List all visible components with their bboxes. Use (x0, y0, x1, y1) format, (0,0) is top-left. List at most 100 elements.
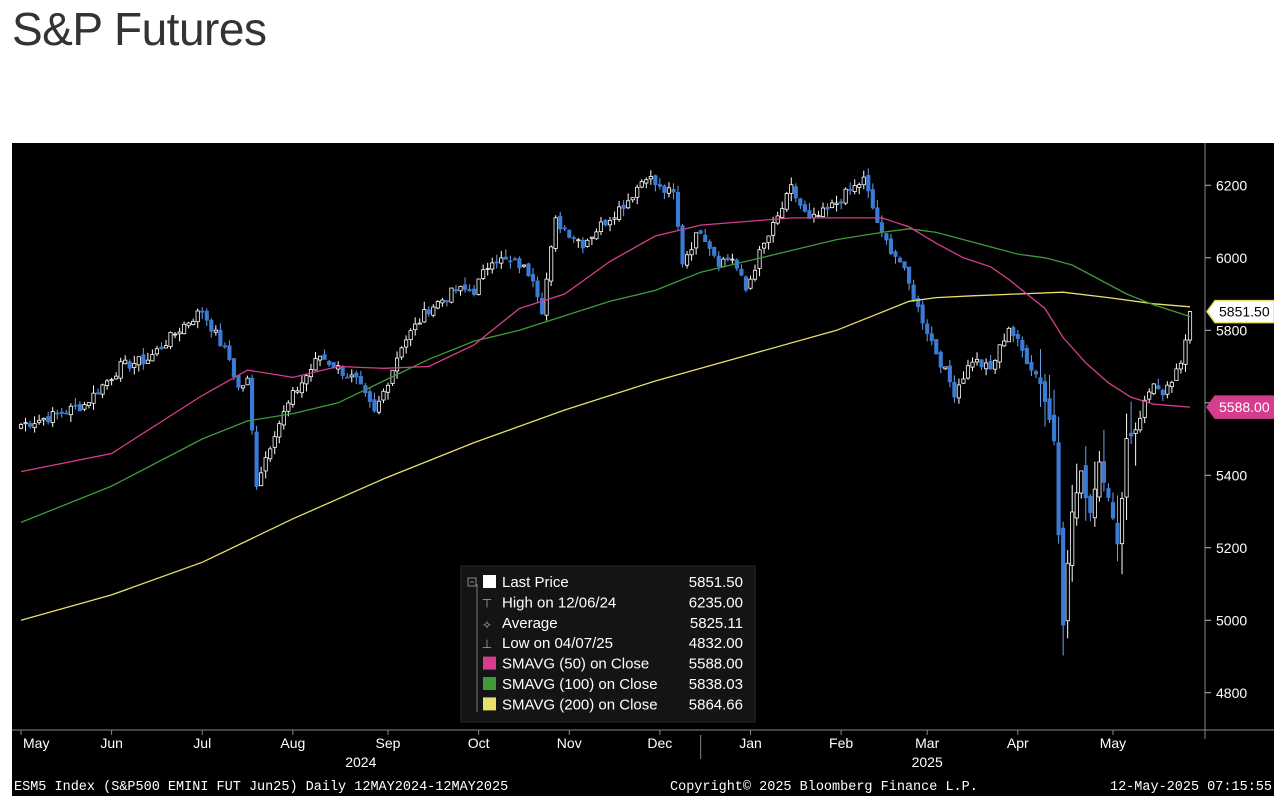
candle (141, 347, 146, 370)
x-tick-label: Dec (647, 735, 672, 751)
candle (925, 319, 930, 342)
candle (1065, 550, 1070, 639)
candle-body (571, 237, 576, 240)
candle (41, 417, 46, 426)
candle-body (340, 366, 345, 376)
x-tick-label: Mar (915, 735, 939, 751)
candle (508, 255, 513, 269)
candle (657, 178, 662, 190)
candle-body (195, 310, 200, 323)
candle-body (182, 323, 187, 335)
candle-body (902, 261, 907, 269)
candle (961, 371, 966, 384)
candle-body (1002, 340, 1007, 347)
candle (811, 207, 816, 223)
legend-box (460, 565, 756, 723)
candle-body (834, 202, 839, 205)
candle (499, 250, 504, 269)
candle (123, 355, 128, 365)
legend-label: Last Price (502, 574, 569, 591)
candle (336, 361, 341, 374)
candle-body (494, 261, 499, 264)
candle-body (888, 238, 894, 254)
candle-body (694, 232, 699, 249)
candle (766, 235, 771, 250)
candle-body (453, 289, 459, 292)
candle-body (657, 184, 662, 187)
candle-body (46, 416, 51, 423)
candle (86, 402, 92, 409)
price-tags-layer: 5851.50 5588.00 (1206, 299, 1274, 419)
candle (1056, 416, 1061, 544)
candle-body (254, 431, 259, 487)
candle (231, 357, 237, 381)
candle-body (304, 375, 309, 385)
candle (1097, 450, 1102, 502)
candle (947, 359, 952, 388)
candle-body (626, 200, 631, 209)
legend-value: 4832.00 (689, 635, 743, 652)
candle (852, 179, 857, 195)
candle-body (943, 366, 948, 370)
candle (222, 342, 227, 349)
candle-body (875, 207, 880, 223)
candle (1151, 383, 1156, 396)
candle (1115, 495, 1120, 562)
candle (1002, 333, 1007, 348)
candle-body (231, 358, 237, 378)
candle (317, 355, 323, 367)
candle (730, 253, 735, 264)
candle-body (540, 297, 545, 315)
candle-body (965, 365, 971, 379)
candle (530, 268, 536, 288)
candle (1015, 329, 1020, 347)
candle (159, 342, 164, 350)
x-tick-label: Jan (739, 735, 762, 751)
candle (1033, 369, 1039, 379)
candle-body (444, 300, 449, 303)
candle (635, 184, 640, 205)
candle-body (789, 184, 794, 194)
candle-body (277, 423, 282, 438)
candle (1038, 349, 1043, 407)
candle (172, 331, 178, 339)
candle-body (562, 227, 567, 230)
candle (177, 327, 182, 342)
candle (911, 279, 916, 303)
candle-body (27, 423, 33, 427)
candle-body (612, 217, 617, 220)
candle (1174, 363, 1179, 381)
y-tick-label: 6200 (1216, 177, 1247, 193)
candle-body (23, 422, 28, 425)
candle-body (127, 361, 132, 369)
candle (825, 203, 830, 217)
candle-body (82, 404, 87, 410)
candle-body (716, 255, 721, 267)
candle (703, 228, 708, 243)
legend-label: SMAVG (50) on Close (502, 656, 649, 673)
candle-body (191, 320, 196, 325)
candle (462, 277, 468, 293)
page-title: S&P Futures (12, 3, 267, 55)
moving-averages-layer (20, 217, 1191, 621)
legend-item: SMAVG (50) on Close 5588.00 (483, 656, 743, 673)
legend-item: Last Price 5851.50 (483, 574, 743, 591)
legend-label: SMAVG (200) on Close (502, 696, 658, 713)
candle-body (644, 179, 649, 184)
candle-body (521, 264, 527, 267)
sma200-line (20, 291, 1191, 621)
candle (109, 377, 114, 386)
candle-body (485, 268, 490, 270)
candle (281, 405, 286, 430)
candle (993, 359, 998, 374)
candle (240, 385, 246, 392)
candle (743, 275, 749, 293)
candle-body (807, 210, 812, 219)
candle-body (766, 235, 771, 244)
candle-body (580, 239, 585, 249)
candle (839, 198, 844, 210)
candle-body (752, 269, 758, 280)
candle (684, 250, 690, 269)
candle-body (499, 257, 504, 264)
candle-body (535, 280, 540, 298)
